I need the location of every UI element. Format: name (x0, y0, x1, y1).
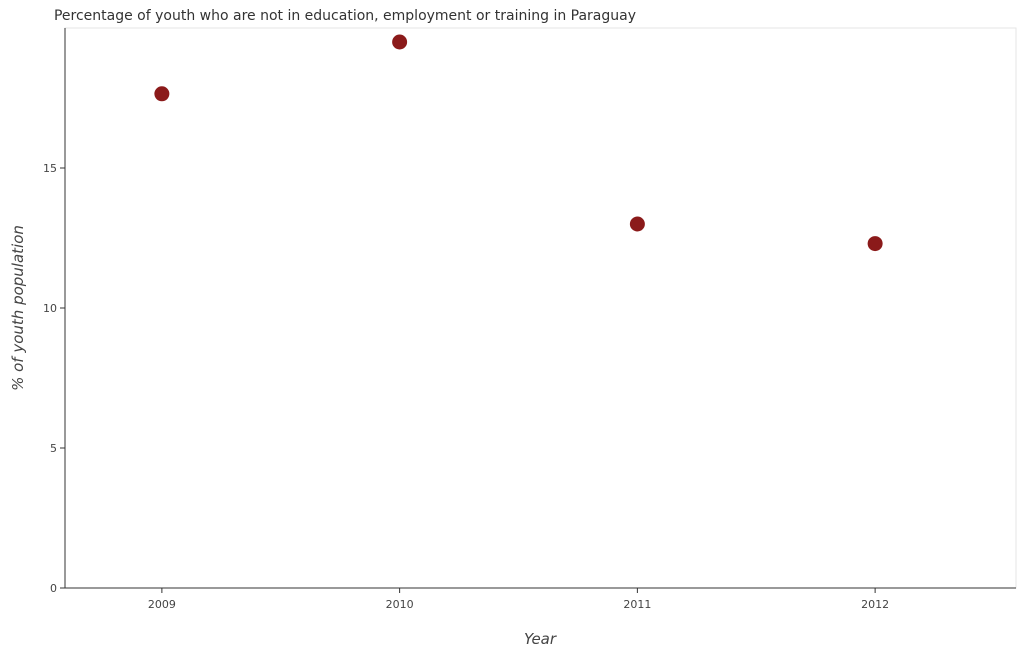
y-tick-label: 0 (50, 582, 57, 595)
y-axis-title: % of youth population (9, 225, 27, 391)
x-tick-label: 2012 (861, 598, 889, 611)
data-point-2010 (392, 34, 408, 50)
y-tick-label: 15 (43, 162, 57, 175)
x-axis-title: Year (524, 630, 557, 648)
x-tick-label: 2009 (148, 598, 176, 611)
y-tick-label: 5 (50, 442, 57, 455)
x-tick-label: 2010 (386, 598, 414, 611)
plot-frame (64, 27, 1017, 589)
x-tick-label: 2011 (623, 598, 651, 611)
y-tick-label: 10 (43, 302, 57, 315)
data-point-2009 (154, 86, 170, 102)
data-point-2012 (867, 236, 883, 252)
data-point-2011 (629, 216, 645, 232)
chart-title: Percentage of youth who are not in educa… (53, 8, 637, 24)
